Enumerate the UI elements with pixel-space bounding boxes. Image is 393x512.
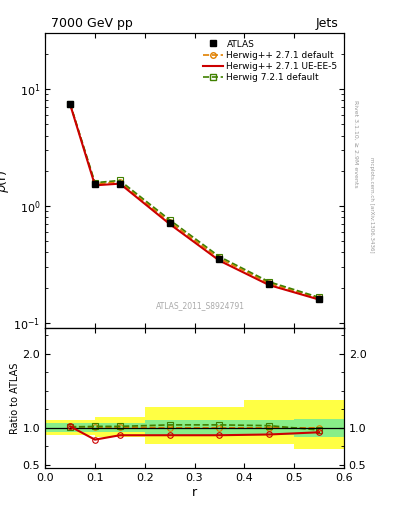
- Text: 7000 GeV pp: 7000 GeV pp: [51, 17, 133, 30]
- Text: Rivet 3.1.10, ≥ 2.9M events: Rivet 3.1.10, ≥ 2.9M events: [353, 99, 358, 187]
- X-axis label: r: r: [192, 486, 197, 499]
- Text: mcplots.cern.ch [arXiv:1306.3436]: mcplots.cern.ch [arXiv:1306.3436]: [369, 157, 374, 252]
- Y-axis label: Ratio to ATLAS: Ratio to ATLAS: [10, 362, 20, 434]
- Text: ATLAS_2011_S8924791: ATLAS_2011_S8924791: [156, 302, 245, 310]
- Y-axis label: $\rho$(r): $\rho$(r): [0, 169, 11, 193]
- Legend: ATLAS, Herwig++ 2.7.1 default, Herwig++ 2.7.1 UE-EE-5, Herwig 7.2.1 default: ATLAS, Herwig++ 2.7.1 default, Herwig++ …: [201, 38, 340, 84]
- Text: Jets: Jets: [315, 17, 338, 30]
